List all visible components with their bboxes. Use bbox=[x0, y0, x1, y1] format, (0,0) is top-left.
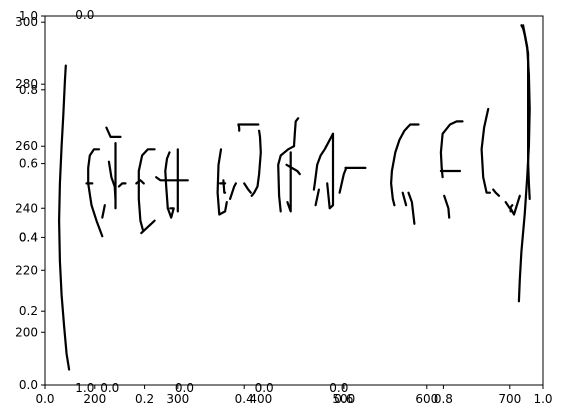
ink-stroke bbox=[509, 194, 521, 216]
ink-stroke bbox=[312, 132, 335, 191]
ink-stroke bbox=[439, 120, 464, 179]
ink-stroke bbox=[285, 163, 301, 176]
x-tick-label: 0.2 bbox=[135, 392, 154, 406]
x-tick-label: 600 bbox=[415, 392, 438, 406]
extra-tick-label: 0.0 bbox=[255, 381, 274, 395]
handwriting-strokes bbox=[57, 24, 531, 371]
ink-stroke bbox=[326, 132, 335, 210]
ink-stroke bbox=[237, 123, 260, 132]
y-tick-label: 0.8 bbox=[19, 83, 38, 97]
ink-stroke bbox=[140, 219, 156, 235]
y-tick-label: 0.2 bbox=[19, 304, 38, 318]
ink-stroke bbox=[443, 194, 451, 219]
ink-stroke bbox=[492, 188, 501, 197]
ink-stroke bbox=[314, 188, 320, 207]
extra-tick-label: 0.0 bbox=[75, 8, 94, 22]
ink-stroke bbox=[480, 107, 491, 194]
ink-stroke bbox=[87, 182, 104, 238]
x-tick-label: 500 bbox=[332, 392, 355, 406]
ink-stroke bbox=[155, 176, 189, 182]
ink-stroke bbox=[401, 191, 408, 207]
y-tick-label: 1.0 bbox=[19, 9, 38, 23]
ink-stroke bbox=[137, 148, 156, 232]
y-tick-label: 0.0 bbox=[19, 378, 38, 392]
x-tick-label: 1.0 bbox=[533, 392, 552, 406]
axes-frame bbox=[44, 15, 544, 386]
ink-stroke bbox=[87, 148, 101, 185]
x-tick-label: 0.6 bbox=[334, 392, 353, 406]
extra-tick-label: 0.0 bbox=[329, 381, 348, 395]
ink-stroke bbox=[243, 182, 252, 194]
ink-stroke bbox=[229, 182, 237, 200]
ink-stroke bbox=[135, 179, 145, 185]
x-tick-label: 400 bbox=[249, 392, 272, 406]
ink-stroke bbox=[338, 166, 348, 194]
y-tick-label: 300 bbox=[15, 15, 38, 29]
x-tick-label: 700 bbox=[498, 392, 521, 406]
extra-tick-label: 0.0 bbox=[100, 381, 119, 395]
y-tick-label: 240 bbox=[15, 201, 38, 215]
ink-stroke bbox=[216, 148, 228, 216]
ink-stroke bbox=[101, 204, 106, 219]
ink-stroke bbox=[105, 126, 122, 138]
ink-stroke bbox=[222, 179, 227, 194]
x-tick-label: 0.4 bbox=[235, 392, 254, 406]
extra-tick-label: 0.4 bbox=[19, 230, 38, 244]
y-tick-label: 200 bbox=[15, 325, 38, 339]
y-tick-label: 280 bbox=[15, 77, 38, 91]
y-tick-label: 220 bbox=[15, 263, 38, 277]
ink-stroke bbox=[277, 145, 296, 213]
y-tick-label: 0.4 bbox=[19, 230, 38, 244]
ink-stroke bbox=[107, 160, 117, 200]
ink-stroke bbox=[390, 123, 420, 207]
ink-stroke bbox=[117, 182, 127, 188]
ink-stroke bbox=[250, 129, 262, 197]
y-tick-label: 0.6 bbox=[19, 157, 38, 171]
extra-tick-label: 0.0 bbox=[175, 381, 194, 395]
ink-stroke bbox=[286, 151, 292, 213]
ink-stroke bbox=[57, 64, 71, 371]
x-tick-label: 300 bbox=[166, 392, 189, 406]
x-tick-label: 200 bbox=[83, 392, 106, 406]
ink-stroke bbox=[517, 24, 531, 303]
x-tick-label: 0.8 bbox=[434, 392, 453, 406]
ink-stroke bbox=[504, 201, 514, 210]
extra-tick-label: 1.0 bbox=[75, 381, 94, 395]
tick-marks bbox=[41, 15, 544, 389]
y-tick-label: 260 bbox=[15, 139, 38, 153]
plot-frame bbox=[44, 15, 544, 386]
ink-stroke bbox=[164, 151, 171, 210]
x-tick-label: 0.0 bbox=[35, 392, 54, 406]
ink-stroke bbox=[407, 191, 416, 225]
ink-stroke bbox=[292, 117, 300, 148]
ink-stroke bbox=[166, 207, 175, 219]
